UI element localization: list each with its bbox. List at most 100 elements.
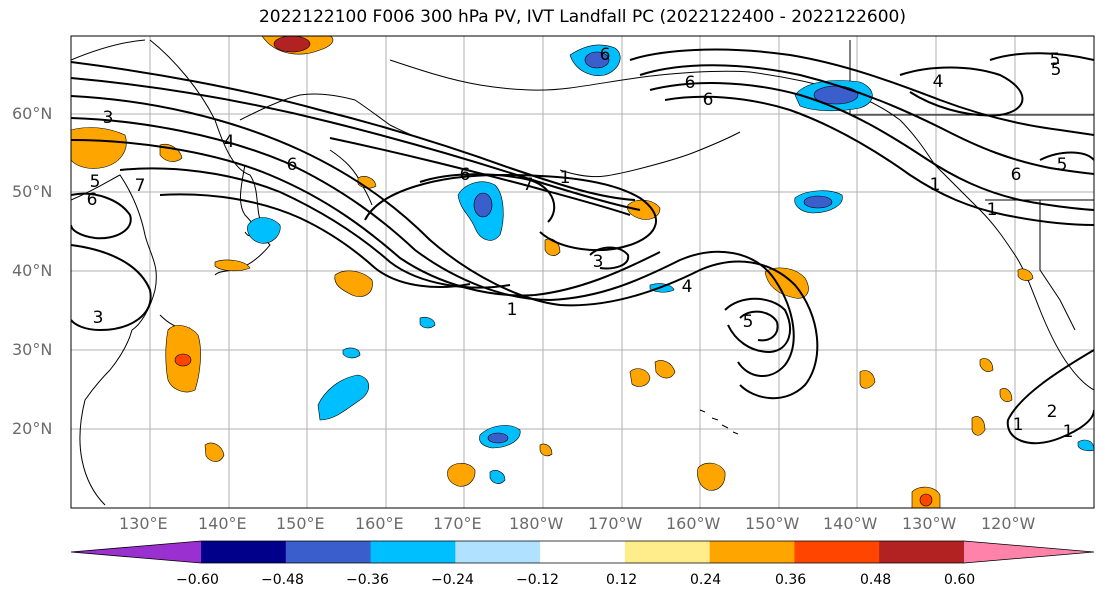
contour-label: 2 (1047, 402, 1058, 422)
contour-label: 7 (523, 175, 534, 195)
colorbar-label-7: 0.24 (690, 572, 722, 588)
contour-label: 6 (1011, 165, 1022, 185)
contour-label: 5 (1051, 60, 1062, 80)
contour-northeast-5 (1039, 151, 1094, 161)
contour-small-3 (589, 246, 630, 270)
colorbar-outline (70, 540, 1095, 564)
pv-strong-pos-top (273, 36, 311, 53)
colorbar-extend-high (964, 541, 1094, 563)
pv-pos-east-pacific (764, 267, 809, 299)
contour-northeast-top (989, 52, 1094, 61)
lat-tick-40n: 40°N (12, 261, 53, 280)
contour-upper-2 (71, 77, 641, 211)
contour-label: 4 (933, 72, 944, 92)
contour-northeast-2 (639, 64, 1094, 175)
pv-pos-small-4 (204, 442, 225, 462)
contour-label: 5 (743, 312, 754, 332)
contour-west-loop (71, 244, 152, 332)
contour-label: 1 (987, 200, 998, 220)
colorbar-label-8: 0.36 (775, 572, 807, 588)
pv-anomaly-fill (71, 36, 1094, 508)
pv-pos-small-11 (979, 358, 994, 372)
border-us-states (985, 199, 1094, 331)
colorbar-swatch (285, 541, 372, 563)
lon-tick-170w: 170°W (588, 514, 643, 533)
pv-pos-west-edge (71, 127, 127, 169)
colorbar-swatch (624, 541, 711, 563)
colorbar-swatch (455, 541, 541, 563)
contour-label: 1 (1063, 422, 1074, 442)
lon-tick-140w: 140°W (823, 514, 878, 533)
contour-label: 6 (685, 73, 696, 93)
colorbar-label-10: 0.60 (944, 572, 976, 588)
lon-tick-180w: 180°W (509, 514, 564, 533)
lon-tick-150w: 150°W (745, 514, 800, 533)
pv-neg-small-2 (342, 347, 361, 359)
pv-pos-south-1 (447, 462, 476, 487)
lon-tick-130e: 130°E (119, 514, 168, 533)
pv-neg-northeast-core (803, 195, 833, 209)
contour-central-inner (419, 173, 556, 223)
pv-pos-small-13 (214, 259, 251, 272)
pv-pos-small-2 (859, 370, 876, 389)
lon-tick-130w: 130°W (902, 514, 957, 533)
contour-label: 5 (1050, 50, 1061, 70)
contour-west-5 (71, 192, 132, 240)
pv-pos-south-3-core (919, 493, 933, 507)
ivt-contours (71, 48, 1094, 445)
coastline-okhotsk (239, 93, 421, 139)
contour-label: 1 (560, 168, 571, 188)
colorbar-label-6: 0.12 (606, 572, 638, 588)
contour-band-4 (119, 167, 511, 289)
colorbar-swatch (879, 541, 965, 563)
colorbar-swatch (370, 541, 456, 563)
pv-neg-south-core (487, 432, 509, 444)
colorbar-swatch (709, 541, 795, 563)
lon-tick-140e: 140°E (198, 514, 247, 533)
contour-label: 1 (930, 175, 941, 195)
lon-tick-150e: 150°E (276, 514, 325, 533)
pv-neg-small-3 (489, 470, 506, 484)
contour-outer-2 (71, 117, 795, 377)
contour-band-5 (159, 193, 471, 288)
contour-northeast-4 (664, 95, 1094, 226)
contour-label: 6 (87, 190, 98, 210)
contour-label: 6 (460, 165, 471, 185)
colorbar-label-1: −0.60 (176, 572, 219, 588)
pv-neg-small-1 (419, 316, 436, 329)
pv-pos-small-9 (539, 443, 553, 457)
coastline-aleutians (559, 131, 741, 178)
pv-neg-bering-core (584, 51, 610, 69)
pv-neg-japan (247, 217, 281, 244)
contour-upper-1 (71, 61, 636, 201)
contour-label: 6 (600, 45, 611, 65)
pv-pos-small-1 (629, 368, 651, 387)
lon-tick-120w: 120°W (981, 514, 1036, 533)
colorbar-label-3: −0.36 (346, 572, 389, 588)
pv-pos-small-8 (654, 360, 676, 379)
colorbar-label-4: −0.24 (431, 572, 474, 588)
coastline-asia-east (71, 174, 157, 506)
pv-pos-southwest-core (174, 353, 192, 367)
contour-label: 1 (1013, 415, 1024, 435)
lon-tick-160e: 160°E (355, 514, 404, 533)
contour-northeast-3 (649, 82, 1094, 211)
contour-label: 5 (1057, 155, 1068, 175)
colorbar (70, 540, 1095, 564)
lat-tick-50n: 50°N (12, 182, 53, 201)
contour-label: 6 (703, 90, 714, 110)
colorbar-swatch (201, 541, 287, 563)
coastline-hawaii (699, 409, 739, 435)
lon-tick-170e: 170°E (433, 514, 482, 533)
colorbar-label-5: −0.12 (516, 572, 559, 588)
contour-east-loop-1 (724, 297, 791, 354)
contour-label: 4 (682, 277, 693, 297)
contour-outer-1 (71, 95, 819, 400)
colorbar-label-2: −0.48 (261, 572, 304, 588)
contour-label: 3 (103, 108, 114, 128)
lon-tick-160w: 160°W (666, 514, 721, 533)
contour-label: 6 (287, 155, 298, 175)
lat-tick-60n: 60°N (12, 104, 53, 123)
